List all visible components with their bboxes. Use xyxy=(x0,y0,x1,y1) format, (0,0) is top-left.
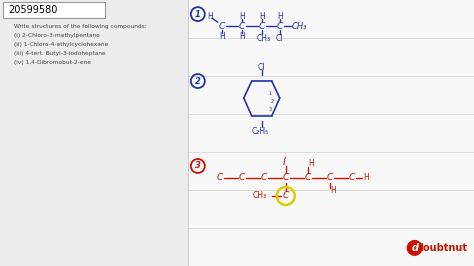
Text: C: C xyxy=(327,173,333,182)
Text: d: d xyxy=(412,243,419,253)
Text: C: C xyxy=(217,173,223,182)
Text: C: C xyxy=(219,22,225,31)
Text: Write structures of the following compounds:: Write structures of the following compou… xyxy=(14,24,147,29)
Text: H: H xyxy=(308,160,314,168)
Text: C: C xyxy=(277,22,283,31)
Text: H: H xyxy=(330,186,336,196)
Text: Cl: Cl xyxy=(276,34,283,43)
Text: C: C xyxy=(283,173,289,182)
Text: doubtnut: doubtnut xyxy=(417,243,468,253)
Text: H: H xyxy=(207,12,213,20)
Text: (iv) 1,4-Dibromobut-2-ene: (iv) 1,4-Dibromobut-2-ene xyxy=(14,60,91,65)
Text: 2: 2 xyxy=(195,77,201,86)
Text: 1: 1 xyxy=(268,90,271,95)
Circle shape xyxy=(407,240,423,256)
Text: C: C xyxy=(261,173,267,182)
Text: H: H xyxy=(219,32,225,41)
FancyBboxPatch shape xyxy=(3,2,105,18)
FancyBboxPatch shape xyxy=(0,0,188,266)
Text: C: C xyxy=(259,22,265,31)
Text: (ii) 1-Chloro-4-ethylcyclohexane: (ii) 1-Chloro-4-ethylcyclohexane xyxy=(14,42,108,47)
Text: (iii) 4-tert. Butyl-3-iodoheptane: (iii) 4-tert. Butyl-3-iodoheptane xyxy=(14,51,106,56)
Text: H: H xyxy=(239,32,245,41)
Text: H: H xyxy=(277,12,283,20)
Text: H: H xyxy=(239,12,245,20)
Text: CH₃: CH₃ xyxy=(253,192,267,201)
Text: 2: 2 xyxy=(270,98,273,103)
Text: Cl: Cl xyxy=(258,63,265,72)
Text: CH₃: CH₃ xyxy=(257,34,271,43)
Text: C: C xyxy=(305,173,311,182)
Text: (i) 2-Chloro-3-methylpentane: (i) 2-Chloro-3-methylpentane xyxy=(14,33,100,38)
Text: H: H xyxy=(259,12,264,20)
Text: 3: 3 xyxy=(268,106,271,111)
Text: C: C xyxy=(283,192,289,201)
Text: 1: 1 xyxy=(195,10,201,19)
Text: H: H xyxy=(363,173,368,182)
Text: I: I xyxy=(282,157,285,167)
Text: C: C xyxy=(238,22,245,31)
Text: CH₃: CH₃ xyxy=(292,22,308,31)
Text: C: C xyxy=(238,173,245,182)
Text: 3: 3 xyxy=(195,161,201,171)
Text: C: C xyxy=(348,173,355,182)
Text: 20599580: 20599580 xyxy=(8,5,57,15)
Text: C₂H₅: C₂H₅ xyxy=(251,127,268,135)
